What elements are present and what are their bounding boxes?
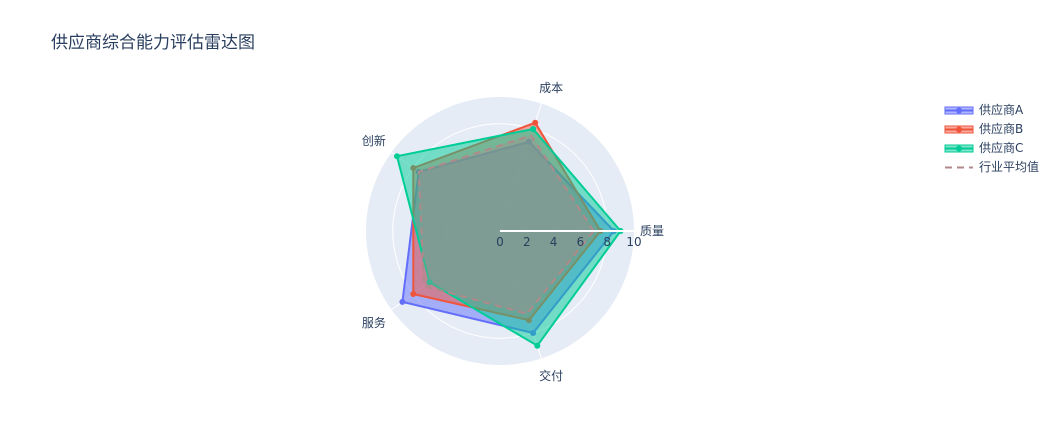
legend-item-1[interactable]: 供应商B <box>943 120 1053 139</box>
radial-tick-label-10: 10 <box>626 235 641 249</box>
angular-axis-label-3: 服务 <box>362 315 386 330</box>
series-2-point-2[interactable] <box>394 153 400 160</box>
series-area-3[interactable] <box>417 134 595 315</box>
angular-axis-label-2: 创新 <box>362 133 386 148</box>
series-2 <box>394 126 624 349</box>
radial-tick-label-0: 0 <box>496 235 504 249</box>
legend-label-0: 供应商A <box>979 103 1024 117</box>
legend-label-3: 行业平均值 <box>979 160 1040 174</box>
chart-title: 供应商综合能力评估雷达图 <box>51 33 255 53</box>
radial-tick-label-4: 4 <box>550 235 558 249</box>
legend-label-1: 供应商B <box>979 122 1024 136</box>
radial-tick-label-2: 2 <box>523 235 531 249</box>
legend-symbol-0 <box>944 106 974 115</box>
series-area-2[interactable] <box>396 128 622 347</box>
legend-symbol-3 <box>945 166 973 169</box>
series-1-point-1[interactable] <box>532 119 539 126</box>
legend-symbol-1 <box>944 125 974 134</box>
radial-tick-label-6: 6 <box>577 235 585 249</box>
angular-axis-label-0: 质量 <box>640 224 664 238</box>
legend: 供应商A 供应商B 供应商C 行业平均值 <box>943 101 1053 177</box>
legend-item-0[interactable]: 供应商A <box>943 101 1053 120</box>
series-2-point-3[interactable] <box>426 279 433 286</box>
series-3 <box>417 134 595 315</box>
legend-item-2[interactable]: 供应商C <box>943 139 1053 158</box>
series-0-point-3[interactable] <box>399 298 406 305</box>
series-2-point-1[interactable] <box>530 126 537 132</box>
legend-label-2: 供应商C <box>979 141 1024 155</box>
angular-axis-label-4: 交付 <box>539 368 563 383</box>
radial-tick-label-8: 8 <box>603 235 611 249</box>
series-layer <box>394 119 624 349</box>
legend-item-3[interactable]: 行业平均值 <box>943 158 1053 177</box>
angular-axis-label-1: 成本 <box>539 81 563 95</box>
series-2-point-4[interactable] <box>534 342 541 349</box>
legend-symbol-2 <box>944 144 974 153</box>
series-1-point-3[interactable] <box>410 291 417 297</box>
